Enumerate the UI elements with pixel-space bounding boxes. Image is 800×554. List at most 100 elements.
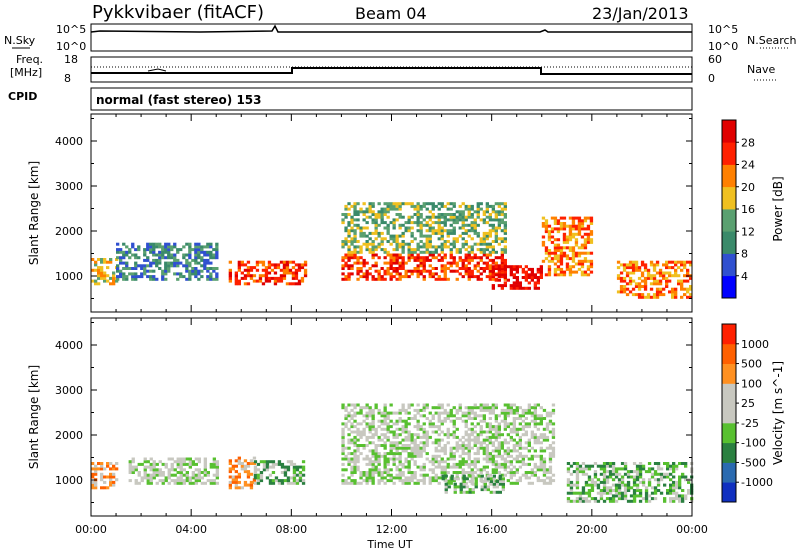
echo-cell	[112, 276, 116, 280]
echo-cell	[234, 470, 238, 474]
echo-cell	[545, 414, 550, 418]
echo-cell	[386, 473, 390, 477]
echo-cell	[524, 273, 528, 277]
echo-cell	[497, 427, 501, 431]
echo-cell	[298, 479, 303, 483]
echo-cell	[482, 237, 486, 241]
echo-cell	[455, 261, 459, 265]
echo-cell	[280, 479, 285, 483]
echo-cell	[476, 406, 480, 410]
echo-cell	[377, 213, 381, 216]
echo-cell	[652, 282, 657, 286]
echo-cell	[680, 279, 684, 283]
echo-cell	[518, 460, 522, 464]
echo-cell	[482, 213, 486, 216]
echo-cell	[503, 465, 507, 469]
echo-cell	[377, 411, 381, 415]
echo-cell	[512, 427, 516, 431]
echo-cell	[380, 218, 384, 222]
echo-cell	[404, 422, 408, 426]
echo-cell	[446, 417, 450, 420]
echo-cell	[134, 261, 138, 265]
echo-cell	[500, 462, 504, 466]
echo-cell	[206, 258, 210, 262]
echo-cell	[467, 435, 471, 439]
echo-cell	[518, 422, 522, 426]
echo-cell	[386, 261, 390, 265]
echo-cell	[455, 449, 459, 453]
echo-cell	[467, 457, 471, 461]
echo-cell	[155, 473, 159, 477]
echo-cell	[464, 204, 468, 208]
echo-cell	[464, 446, 468, 450]
echo-cell	[371, 277, 375, 281]
echo-cell	[512, 417, 516, 420]
echo-cell	[452, 462, 456, 466]
echo-cell	[94, 464, 98, 468]
echo-cell	[368, 267, 372, 270]
echo-cell	[476, 438, 480, 442]
echo-cell	[395, 449, 399, 453]
echo-cell	[500, 218, 504, 222]
echo-cell	[410, 403, 414, 407]
echo-cell	[265, 465, 270, 469]
echo-cell	[587, 475, 592, 479]
echo-cell	[580, 227, 585, 231]
echo-cell	[550, 251, 555, 255]
echo-cell	[497, 275, 501, 279]
echo-cell	[515, 417, 519, 420]
echo-cell	[383, 277, 387, 281]
echo-cell	[185, 457, 189, 461]
echo-cell	[413, 248, 417, 252]
echo-cell	[386, 457, 390, 461]
echo-cell	[425, 234, 429, 238]
echo-cell	[485, 204, 489, 208]
echo-cell	[593, 475, 598, 479]
echo-cell	[518, 406, 522, 410]
echo-cell	[674, 271, 678, 275]
echo-cell	[602, 483, 607, 487]
echo-cell	[359, 473, 363, 477]
colorbar-tick-label: -500	[741, 456, 766, 469]
echo-cell	[350, 441, 354, 445]
echo-cell	[571, 222, 576, 225]
echo-cell	[518, 286, 522, 290]
echo-cell	[470, 275, 474, 279]
echo-cell	[500, 286, 504, 290]
echo-cell	[100, 274, 104, 278]
nsearch-label: N.Search	[747, 34, 797, 47]
echo-cell	[649, 282, 654, 286]
echo-cell	[611, 470, 616, 474]
echo-cell	[596, 464, 601, 468]
echo-cell	[392, 452, 396, 456]
echo-cell	[568, 257, 573, 261]
echo-cell	[422, 218, 426, 222]
echo-cell	[440, 422, 444, 426]
echo-cell	[632, 475, 637, 479]
echo-cell	[551, 427, 556, 431]
echo-cell	[542, 457, 547, 461]
echo-cell	[353, 454, 357, 458]
echo-cell	[494, 256, 498, 260]
echo-cell	[112, 279, 116, 283]
echo-cell	[596, 491, 601, 495]
echo-cell	[285, 268, 290, 272]
echo-cell	[614, 489, 619, 492]
echo-cell	[341, 403, 345, 407]
echo-cell	[428, 272, 432, 276]
echo-cell	[203, 261, 207, 265]
echo-cell	[509, 406, 513, 410]
echo-cell	[464, 215, 468, 219]
echo-cell	[678, 499, 682, 503]
echo-cell	[170, 465, 174, 469]
echo-cell	[401, 234, 405, 238]
echo-cell	[553, 257, 558, 261]
echo-cell	[243, 274, 248, 278]
echo-cell	[191, 258, 195, 262]
echo-cell	[665, 266, 669, 270]
echo-cell	[407, 253, 411, 257]
echo-cell	[395, 277, 399, 281]
echo-cell	[374, 253, 378, 257]
echo-cell	[362, 264, 366, 268]
echo-cell	[407, 471, 411, 474]
